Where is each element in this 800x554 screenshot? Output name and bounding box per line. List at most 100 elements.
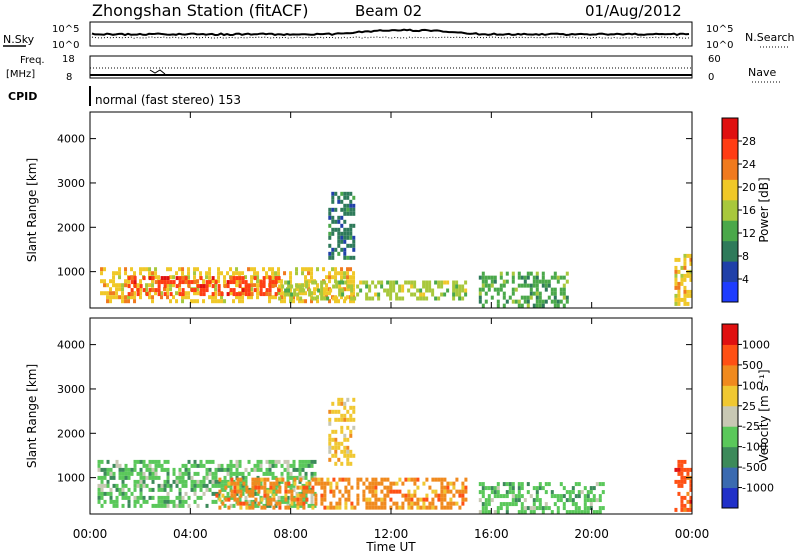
range-gate-cell [284,505,288,510]
range-gate-cell [346,425,350,430]
range-gate-cell [680,265,684,270]
range-gate-cell [538,482,542,487]
range-gate-cell [268,467,272,472]
range-gate-cell [422,497,426,502]
range-gate-cell [254,485,258,490]
range-gate-cell [395,292,399,297]
range-gate-cell [484,279,488,284]
range-gate-cell [407,280,411,285]
range-gate-cell [136,288,140,293]
range-gate-cell [356,493,360,498]
range-gate-cell [130,295,134,300]
range-gate-cell [196,495,200,500]
range-gate-cell [334,247,338,252]
range-gate-cell [449,489,453,494]
range-gate-cell [410,497,414,502]
range-gate-cell [586,510,590,515]
range-gate-cell [178,503,182,508]
range-gate-cell [677,479,681,484]
range-gate-cell [121,467,125,472]
range-gate-cell [502,482,506,487]
range-gate-cell [535,494,539,499]
range-gate-cell [301,271,305,276]
range-gate-cell [100,483,104,488]
range-gate-cell [326,505,330,510]
range-gate-cell [130,267,134,272]
range-gate-cell [97,463,101,468]
range-gate-cell [674,281,678,286]
range-gate-cell [254,497,258,502]
range-gate-cell [416,497,420,502]
range-gate-cell [680,273,684,278]
colorbar-frame [721,323,739,509]
range-gate-cell [487,486,491,491]
range-gate-cell [190,280,194,285]
range-gate-cell [193,491,197,496]
range-gate-cell [211,475,215,480]
range-gate-cell [227,497,231,502]
range-gate-cell [689,467,693,472]
range-gate-cell [383,485,387,490]
range-gate-cell [250,467,254,472]
range-gate-cell [583,486,587,491]
range-gate-cell [337,231,341,236]
range-gate-cell [253,267,257,272]
range-gate-cell [478,482,482,487]
cpid-text: normal (fast stereo) 153 [95,93,241,107]
range-gate-cell [422,505,426,510]
range-gate-cell [262,280,266,285]
range-gate-cell [352,195,356,200]
range-gate-cell [263,489,267,494]
range-gate-cell [562,502,566,507]
range-gate-cell [127,471,131,476]
range-gate-cell [220,271,224,276]
range-gate-cell [526,303,530,308]
range-gate-cell [121,495,125,500]
range-gate-cell [121,471,125,476]
range-gate-cell [592,494,596,499]
range-gate-cell [154,288,158,293]
range-gate-cell [241,280,245,285]
range-gate-cell [214,287,218,292]
range-gate-cell [446,489,450,494]
range-gate-cell [425,505,429,510]
range-gate-cell [686,499,690,504]
range-gate-cell [181,475,185,480]
range-gate-cell [511,502,515,507]
range-gate-cell [383,477,387,482]
range-gate-cell [151,471,155,476]
ytick-label: 1000 [57,472,85,485]
range-gate-cell [269,497,273,502]
range-gate-cell [223,284,227,289]
range-gate-cell [356,481,360,486]
range-gate-cell [256,279,260,284]
range-gate-cell [374,481,378,486]
range-gate-cell [232,299,236,304]
range-gate-cell [283,499,287,504]
range-gate-cell [371,493,375,498]
xtick-label: 00:00 [675,527,710,541]
range-gate-cell [556,279,560,284]
xtick-label: 16:00 [474,527,509,541]
range-gate-cell [187,495,191,500]
range-gate-cell [346,279,350,284]
range-gate-cell [343,219,347,224]
colorbar-tick-label: 28 [742,135,756,148]
range-gate-cell [532,502,536,507]
range-gate-cell [287,481,291,486]
range-gate-cell [236,501,240,506]
range-gate-cell [683,257,687,262]
range-gate-cell [238,471,242,476]
range-gate-cell [683,293,687,298]
range-gate-cell [208,459,212,464]
range-gate-cell [151,503,155,508]
range-gate-cell [478,510,482,515]
range-gate-cell [434,505,438,510]
range-gate-cell [202,299,206,304]
range-gate-cell [247,292,251,297]
range-gate-cell [148,471,152,476]
range-gate-cell [272,485,276,490]
range-gate-cell [437,493,441,498]
range-gate-cell [490,486,494,491]
